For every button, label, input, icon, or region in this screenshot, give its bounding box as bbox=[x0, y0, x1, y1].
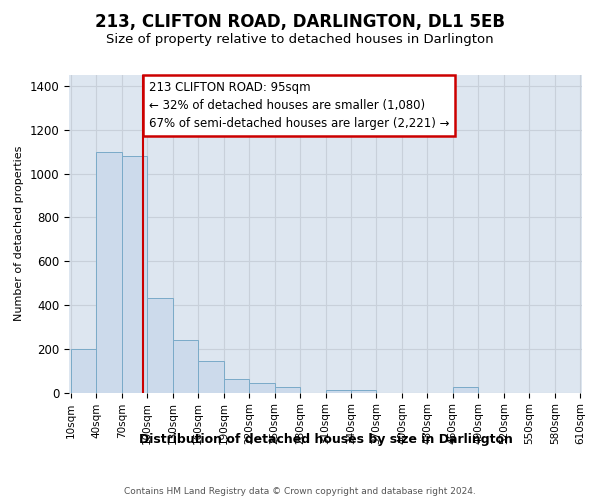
Bar bbox=[249, 382, 275, 392]
Bar bbox=[173, 340, 198, 392]
Text: 213 CLIFTON ROAD: 95sqm
← 32% of detached houses are smaller (1,080)
67% of semi: 213 CLIFTON ROAD: 95sqm ← 32% of detache… bbox=[149, 81, 449, 130]
Bar bbox=[147, 298, 173, 392]
Bar bbox=[275, 387, 300, 392]
Bar bbox=[224, 380, 249, 392]
Text: Contains HM Land Registry data © Crown copyright and database right 2024.
Contai: Contains HM Land Registry data © Crown c… bbox=[103, 488, 497, 500]
Bar bbox=[325, 390, 351, 392]
Text: Distribution of detached houses by size in Darlington: Distribution of detached houses by size … bbox=[139, 432, 513, 446]
Y-axis label: Number of detached properties: Number of detached properties bbox=[14, 146, 24, 322]
Bar bbox=[71, 348, 96, 393]
Bar bbox=[96, 152, 122, 392]
Bar bbox=[198, 361, 224, 392]
Bar bbox=[122, 156, 147, 392]
Text: 213, CLIFTON ROAD, DARLINGTON, DL1 5EB: 213, CLIFTON ROAD, DARLINGTON, DL1 5EB bbox=[95, 12, 505, 30]
Bar bbox=[351, 390, 376, 392]
Text: Size of property relative to detached houses in Darlington: Size of property relative to detached ho… bbox=[106, 32, 494, 46]
Bar bbox=[453, 387, 478, 392]
